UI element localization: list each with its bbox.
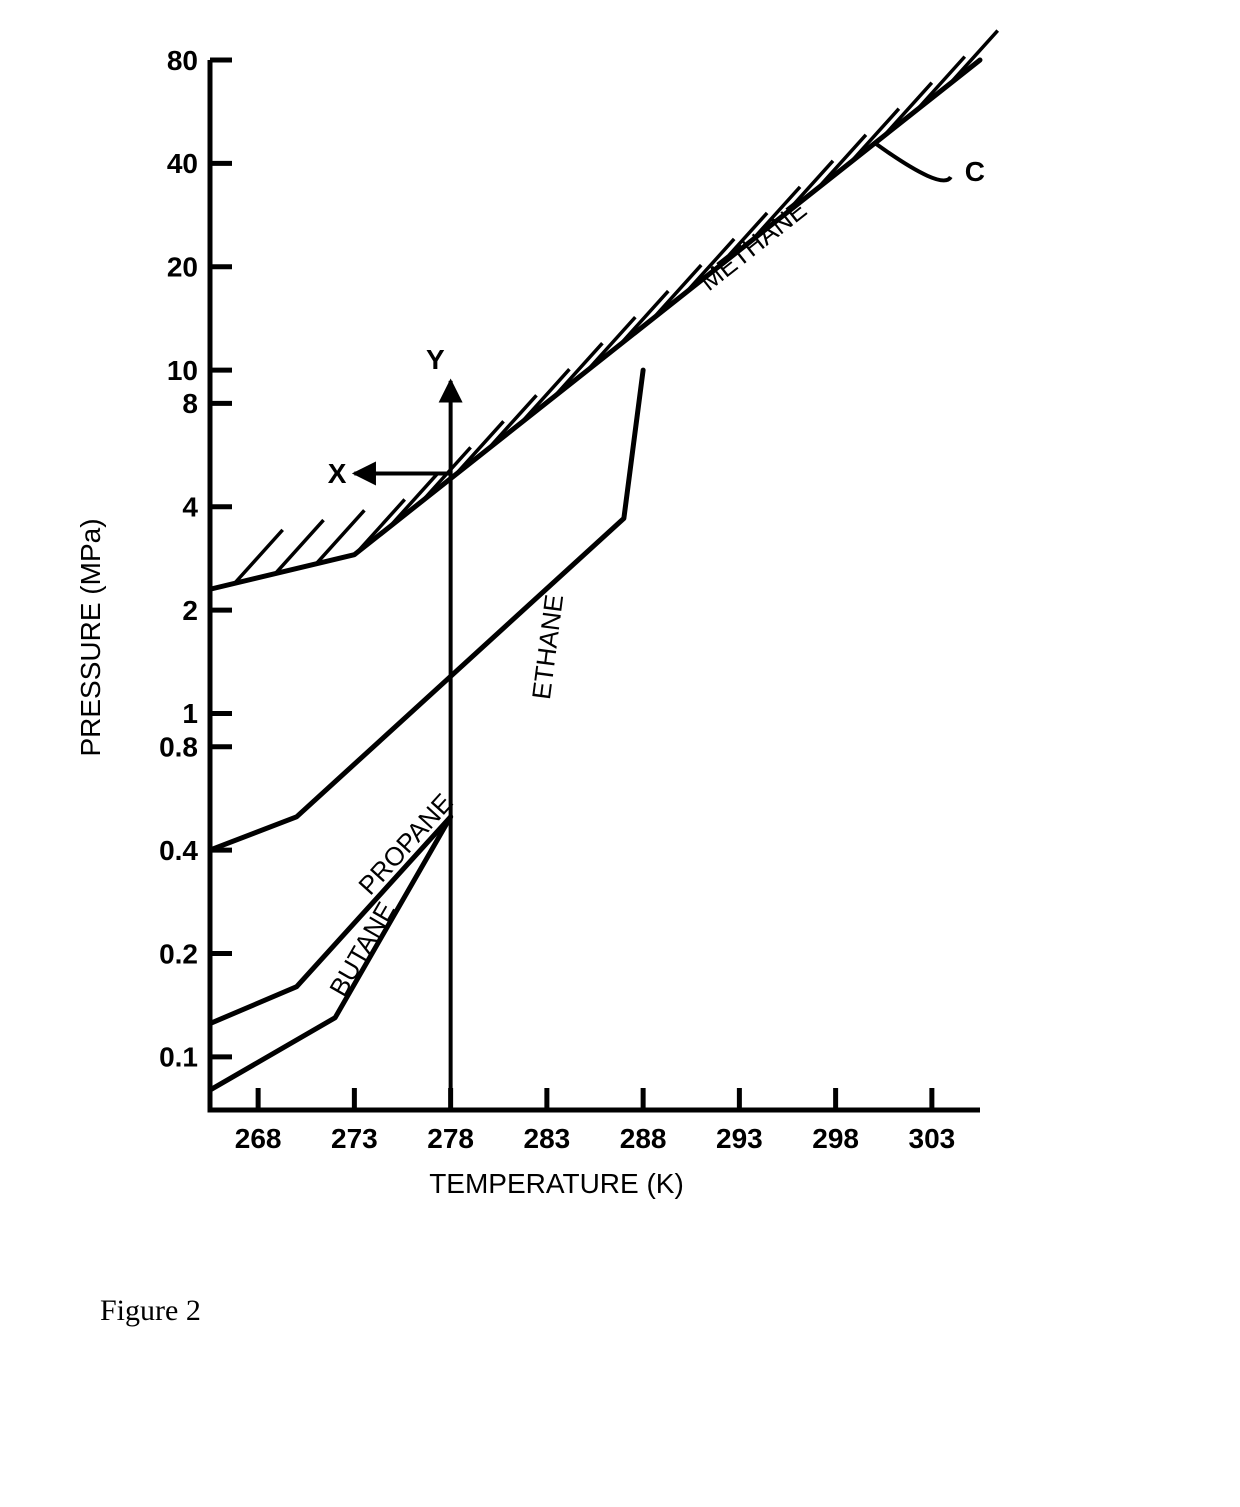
series-ethane: ETHANE <box>210 370 643 850</box>
y-ticks: 0.1 0.2 0.4 0.81 2 4 810 20 40 80 <box>159 45 232 1073</box>
x-tick-label: 283 <box>524 1123 571 1154</box>
x-tick-label: 288 <box>620 1123 667 1154</box>
x-tick-label: 293 <box>716 1123 763 1154</box>
series-label-propane: PROPANE <box>352 788 458 901</box>
label-X: X <box>328 458 347 489</box>
x-axis-label: TEMPERATURE (K) <box>429 1168 684 1199</box>
y-tick-label: 40 <box>167 148 198 179</box>
series-methane: METHANE <box>210 31 998 590</box>
y-tick-label: 0.8 <box>159 732 198 763</box>
annotation-C: C <box>874 143 985 187</box>
y-tick-label: 8 <box>182 388 198 419</box>
y-tick-label: 80 <box>167 45 198 76</box>
x-tick-label: 273 <box>331 1123 378 1154</box>
label-C: C <box>965 156 985 187</box>
y-axis-label: PRESSURE (MPa) <box>75 518 106 756</box>
y-tick-label: 2 <box>182 595 198 626</box>
series-label-ethane: ETHANE <box>526 593 569 701</box>
x-tick-label: 303 <box>909 1123 956 1154</box>
y-tick-label: 1 <box>182 698 198 729</box>
annotation-X: X <box>328 458 451 489</box>
y-tick-label: 20 <box>167 252 198 283</box>
x-tick-label: 268 <box>235 1123 282 1154</box>
figure-caption: Figure 2 <box>100 1294 201 1327</box>
annotation-Y: Y <box>426 344 451 1110</box>
figure-canvas: 0.10.20.40.81248102040802682732782832882… <box>0 0 1240 1507</box>
y-tick-label: 0.1 <box>159 1042 198 1073</box>
series-label-methane: METHANE <box>694 194 812 296</box>
y-tick-label: 0.4 <box>159 835 198 866</box>
y-tick-label: 10 <box>167 355 198 386</box>
hatch-marks <box>235 31 998 584</box>
label-Y: Y <box>426 344 445 375</box>
y-tick-label: 4 <box>182 492 198 523</box>
x-ticks: 268 273 278 283 288 293 298 303 <box>235 1088 955 1154</box>
y-tick-label: 0.2 <box>159 938 198 969</box>
x-tick-label: 298 <box>812 1123 859 1154</box>
phase-diagram-chart: 0.10.20.40.81248102040802682732782832882… <box>0 0 1240 1507</box>
x-tick-label: 278 <box>427 1123 474 1154</box>
